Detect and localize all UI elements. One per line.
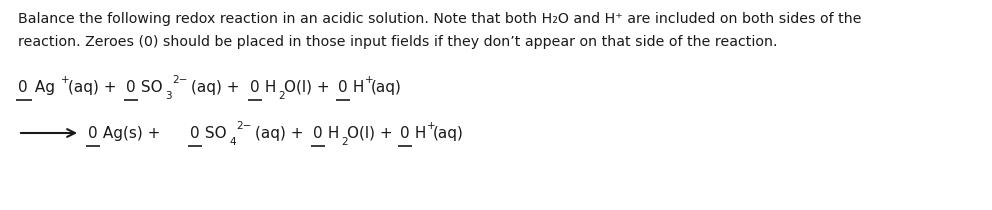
Text: +: +: [365, 75, 374, 85]
Text: 2: 2: [341, 137, 347, 147]
Text: 0: 0: [313, 126, 322, 141]
Text: Ag: Ag: [30, 80, 55, 95]
Text: O(l) +: O(l) +: [284, 80, 329, 95]
Text: Balance the following redox reaction in an acidic solution. Note that both H₂O a: Balance the following redox reaction in …: [18, 12, 861, 26]
Text: (aq) +: (aq) +: [191, 80, 239, 95]
Text: 2: 2: [278, 91, 285, 101]
Text: O(l) +: O(l) +: [347, 126, 393, 141]
Text: (aq) +: (aq) +: [68, 80, 116, 95]
Text: 0: 0: [88, 126, 97, 141]
Text: (aq): (aq): [433, 126, 464, 141]
Text: 0: 0: [126, 80, 136, 95]
Text: 0: 0: [338, 80, 347, 95]
Text: 0: 0: [18, 80, 28, 95]
Text: H: H: [348, 80, 364, 95]
Text: 0: 0: [400, 126, 410, 141]
Text: 0: 0: [190, 126, 199, 141]
Text: SO: SO: [136, 80, 163, 95]
Text: (aq): (aq): [371, 80, 402, 95]
Text: (aq) +: (aq) +: [255, 126, 304, 141]
Text: 3: 3: [165, 91, 172, 101]
Text: 4: 4: [229, 137, 236, 147]
Text: 2−: 2−: [236, 121, 251, 131]
Text: SO: SO: [200, 126, 226, 141]
Text: +: +: [61, 75, 69, 85]
Text: +: +: [427, 121, 435, 131]
Text: H: H: [410, 126, 427, 141]
Text: 2−: 2−: [172, 75, 187, 85]
Text: H: H: [323, 126, 339, 141]
Text: H: H: [260, 80, 277, 95]
Text: 0: 0: [250, 80, 260, 95]
Text: Ag(s) +: Ag(s) +: [98, 126, 161, 141]
Text: reaction. Zeroes (0) should be placed in those input fields if they don’t appear: reaction. Zeroes (0) should be placed in…: [18, 35, 778, 49]
